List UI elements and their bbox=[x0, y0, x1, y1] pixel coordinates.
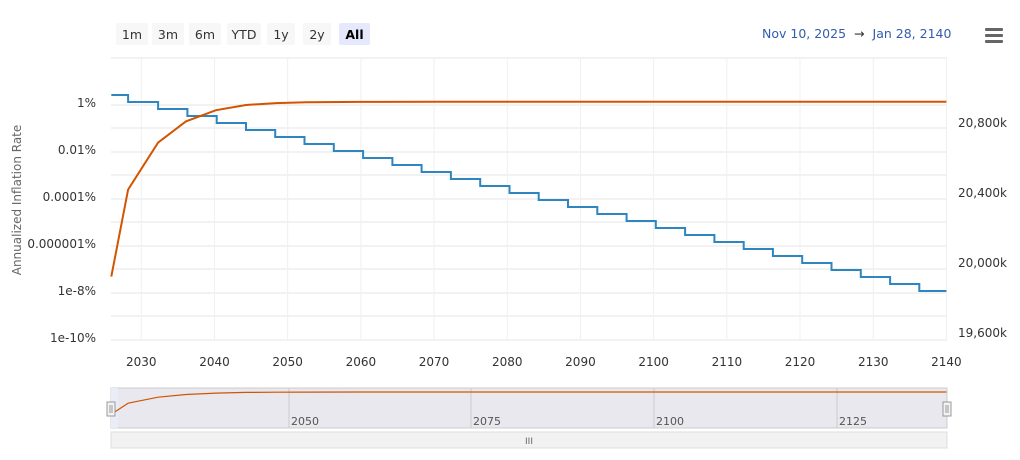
scrollbar-grip-icon[interactable]: III bbox=[525, 437, 533, 447]
series-inflation-line bbox=[110, 100, 947, 277]
y-left-tick-label: 1e-8% bbox=[58, 284, 96, 298]
y-right-tick-label: 20,400k bbox=[958, 186, 1007, 200]
y-left-tick-label: 0.000001% bbox=[27, 237, 96, 251]
range-button-2y[interactable]: 2y bbox=[303, 23, 331, 45]
x-tick-label: 2070 bbox=[419, 355, 450, 369]
x-tick-label: 2090 bbox=[565, 355, 596, 369]
navigator-scrollbar[interactable]: III bbox=[110, 431, 948, 449]
navigator[interactable]: 2050 2075 2100 2125 bbox=[106, 387, 952, 429]
range-button-ytd[interactable]: YTD bbox=[227, 23, 261, 45]
x-tick-label: 2140 bbox=[931, 355, 962, 369]
x-tick-label: 2060 bbox=[346, 355, 377, 369]
navigator-series-line bbox=[110, 391, 947, 415]
vertical-gridlines bbox=[140, 58, 947, 340]
range-button-1y[interactable]: 1y bbox=[267, 23, 295, 45]
x-tick-label: 2080 bbox=[492, 355, 523, 369]
navigator-tick-label: 2100 bbox=[656, 415, 684, 428]
hamburger-menu-icon[interactable] bbox=[985, 28, 1003, 44]
range-button-6m[interactable]: 6m bbox=[189, 23, 221, 45]
y-right-tick-label: 20,800k bbox=[958, 116, 1007, 130]
x-tick-label: 2040 bbox=[199, 355, 230, 369]
x-tick-label: 2110 bbox=[712, 355, 743, 369]
navigator-tick-label: 2075 bbox=[473, 415, 501, 428]
y-left-tick-label: 1% bbox=[77, 96, 96, 110]
date-from[interactable]: Nov 10, 2025 bbox=[762, 26, 847, 41]
y-left-tick-label: 0.01% bbox=[58, 143, 96, 157]
range-button-all[interactable]: All bbox=[339, 23, 370, 45]
y-axis-title: Annualized Inflation Rate bbox=[10, 125, 24, 276]
navigator-tick-label: 2050 bbox=[291, 415, 319, 428]
y-left-tick-label: 0.0001% bbox=[43, 190, 96, 204]
x-tick-label: 2130 bbox=[858, 355, 889, 369]
y-right-tick-label: 19,600k bbox=[958, 326, 1007, 340]
x-tick-label: 2030 bbox=[126, 355, 157, 369]
x-tick-label: 2050 bbox=[272, 355, 303, 369]
y-left-tick-label: 1e-10% bbox=[50, 331, 96, 345]
x-tick-label: 2120 bbox=[785, 355, 816, 369]
navigator-handle-left[interactable] bbox=[106, 401, 116, 417]
range-button-3m[interactable]: 3m bbox=[152, 23, 184, 45]
x-axis-labels: 2030 2040 2050 2060 2070 2080 2090 2100 2110 2120… bbox=[126, 355, 962, 369]
y-axis-right-labels: 20,800k 20,400k 20,000k 19,600k bbox=[958, 116, 1007, 340]
range-button-1m[interactable]: 1m bbox=[116, 23, 148, 45]
navigator-handle-right[interactable] bbox=[942, 401, 952, 417]
y-right-tick-label: 20,000k bbox=[958, 256, 1007, 270]
x-tick-label: 2100 bbox=[638, 355, 669, 369]
arrow-icon: → bbox=[854, 26, 865, 41]
y-axis-left-labels: 1% 0.01% 0.0001% 0.000001% 1e-8% 1e-10% bbox=[27, 96, 96, 345]
date-to[interactable]: Jan 28, 2140 bbox=[872, 26, 952, 41]
horizontal-gridlines bbox=[111, 57, 947, 341]
series-supply-line bbox=[111, 94, 947, 292]
date-range-display: Nov 10, 2025 → Jan 28, 2140 bbox=[762, 26, 951, 41]
navigator-tick-label: 2125 bbox=[839, 415, 867, 428]
